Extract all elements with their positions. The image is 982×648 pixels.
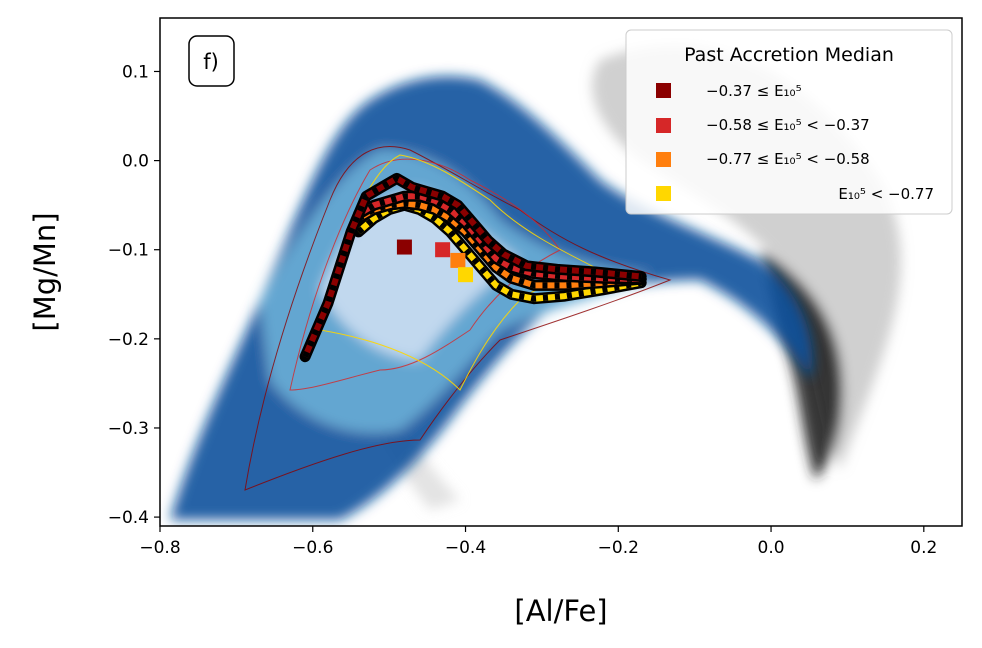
y-tick-label: −0.3 [108, 419, 149, 439]
legend-marker-3 [656, 186, 671, 201]
y-tick-label: −0.4 [108, 508, 149, 528]
y-tick-label: −0.1 [108, 241, 149, 261]
legend-marker-1 [656, 118, 671, 133]
y-axis-label: [Mg/Mn] [28, 212, 62, 331]
legend-label-0: −0.37 ≤ E₁₀⁵ [706, 82, 802, 100]
median-marker [450, 252, 466, 268]
x-tick-label: −0.4 [445, 538, 486, 558]
series-dash [357, 193, 642, 283]
series-layer [299, 172, 647, 363]
x-tick-label: −0.2 [598, 538, 639, 558]
legend-box [625, 29, 953, 215]
y-tick-label: 0.1 [122, 62, 149, 82]
legend-label-1: −0.58 ≤ E₁₀⁵ < −0.37 [706, 116, 870, 134]
x-tick-label: −0.6 [292, 538, 333, 558]
x-axis-label: [Al/Fe] [514, 594, 607, 628]
x-tick-label: 0.0 [758, 538, 785, 558]
y-tick-label: −0.2 [108, 330, 149, 350]
panel-label-box [188, 35, 235, 87]
y-axis: −0.4 −0.3 −0.2 −0.1 0.0 0.1 [108, 62, 160, 528]
legend: Past Accretion Median −0.37 ≤ E₁₀⁵ −0.58… [625, 29, 953, 215]
density-contours [244, 146, 672, 491]
legend-label-2: −0.77 ≤ E₁₀⁵ < −0.58 [706, 150, 870, 168]
plot-frame [159, 17, 963, 527]
legend-marker-0 [656, 83, 671, 98]
x-tick-label: 0.2 [910, 538, 937, 558]
median-marker [435, 242, 451, 258]
median-marker [458, 267, 474, 283]
series-dash [302, 174, 642, 358]
y-tick-label: 0.0 [122, 152, 149, 172]
x-tick-label: −0.8 [139, 538, 180, 558]
panel-label: f) [203, 50, 219, 74]
legend-label-3: E₁₀⁵ < −0.77 [838, 185, 934, 203]
x-axis: −0.8 −0.6 −0.4 −0.2 0.0 0.2 [139, 526, 937, 558]
legend-title: Past Accretion Median [684, 44, 894, 66]
median-marker [396, 239, 412, 255]
legend-marker-2 [656, 152, 671, 167]
